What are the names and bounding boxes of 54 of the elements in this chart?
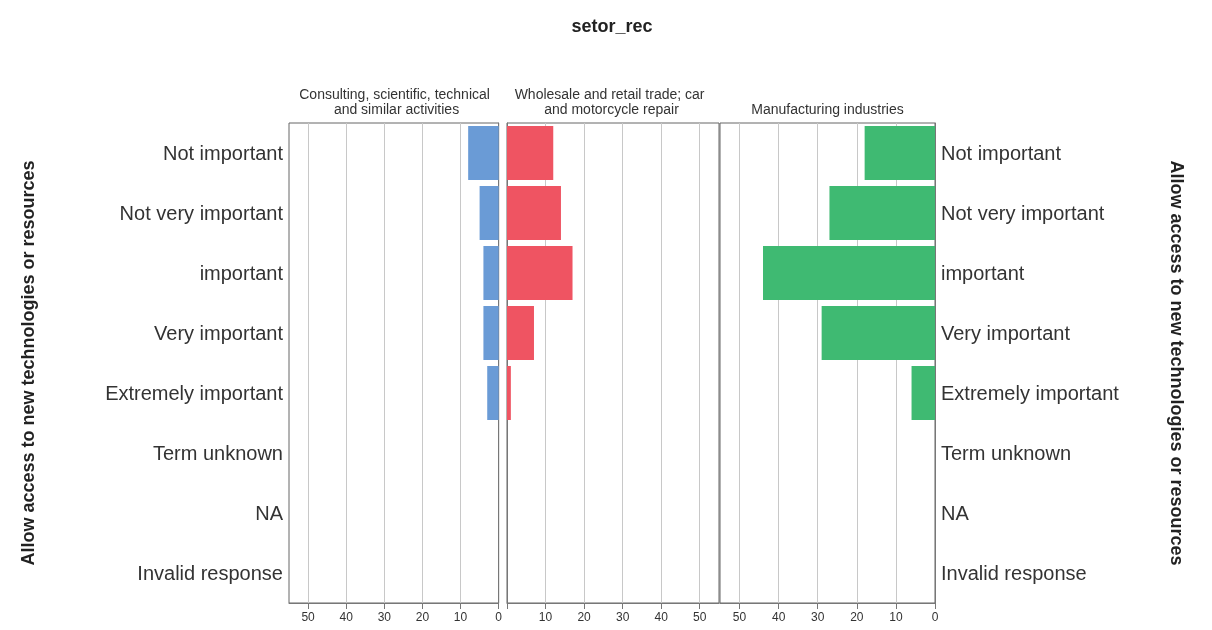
- x-tick-label: 30: [377, 610, 392, 624]
- bar: [483, 246, 499, 300]
- x-tick-label: 50: [301, 610, 316, 624]
- bar: [479, 186, 499, 240]
- bar: [507, 246, 573, 300]
- y-tick-label: NA: [941, 502, 970, 524]
- y-axis-title: Allow access to new technologies or resources: [1166, 160, 1187, 566]
- x-tick-label: 0: [931, 610, 939, 624]
- y-tick-label: Extremely important: [105, 382, 284, 404]
- y-tick-label: important: [199, 262, 284, 284]
- bar: [507, 186, 561, 240]
- y-tick-label: NA: [255, 502, 284, 524]
- y-tick-label: Term unknown: [152, 442, 283, 464]
- x-tick-label: 40: [339, 610, 354, 624]
- y-tick-label: Not very important: [119, 202, 284, 224]
- x-tick-label: 10: [453, 610, 468, 624]
- x-tick-label: 10: [889, 610, 903, 624]
- y-tick-label: Term unknown: [941, 442, 1072, 464]
- bar: [507, 306, 534, 360]
- x-tick-label: 20: [577, 610, 592, 624]
- x-tick-label: 0: [495, 610, 503, 624]
- y-tick-label: Invalid response: [941, 562, 1087, 584]
- bar: [911, 366, 935, 420]
- bar: [864, 126, 935, 180]
- chart-title: setor_rec: [571, 16, 653, 36]
- x-tick-label: 20: [850, 610, 864, 624]
- y-tick-label: Very important: [154, 322, 284, 344]
- y-tick-label: Not important: [162, 142, 284, 164]
- chart-subtitle: Manufacturing industries: [751, 100, 904, 117]
- x-tick-label: 20: [415, 610, 430, 624]
- y-tick-label: Not important: [941, 142, 1062, 164]
- bar: [507, 366, 511, 420]
- bar: [821, 306, 935, 360]
- x-tick-label: 50: [693, 610, 707, 624]
- bar: [763, 246, 935, 300]
- chart-subtitle: Consulting, scientific, technical and similar activities: [299, 85, 494, 117]
- bar: [507, 126, 554, 180]
- x-tick-label: 40: [654, 610, 669, 624]
- bar: [487, 366, 499, 420]
- bar: [829, 186, 935, 240]
- y-axis-title: Allow access to new technologies or resources: [17, 160, 38, 566]
- y-tick-label: Not very important: [941, 202, 1105, 224]
- x-tick-label: 30: [615, 610, 630, 624]
- y-tick-label: Invalid response: [137, 562, 283, 584]
- x-tick-label: 10: [538, 610, 553, 624]
- x-tick-label: 40: [771, 610, 786, 624]
- y-tick-label: important: [941, 262, 1025, 284]
- y-tick-label: Very important: [941, 322, 1071, 344]
- y-tick-label: Extremely important: [941, 382, 1120, 404]
- x-tick-label: 50: [732, 610, 747, 624]
- bar: [468, 126, 499, 180]
- x-tick-label: 30: [811, 610, 825, 624]
- chart-subtitle: Wholesale and retail trade; car and motorcycle repair: [514, 85, 709, 117]
- bar: [483, 306, 499, 360]
